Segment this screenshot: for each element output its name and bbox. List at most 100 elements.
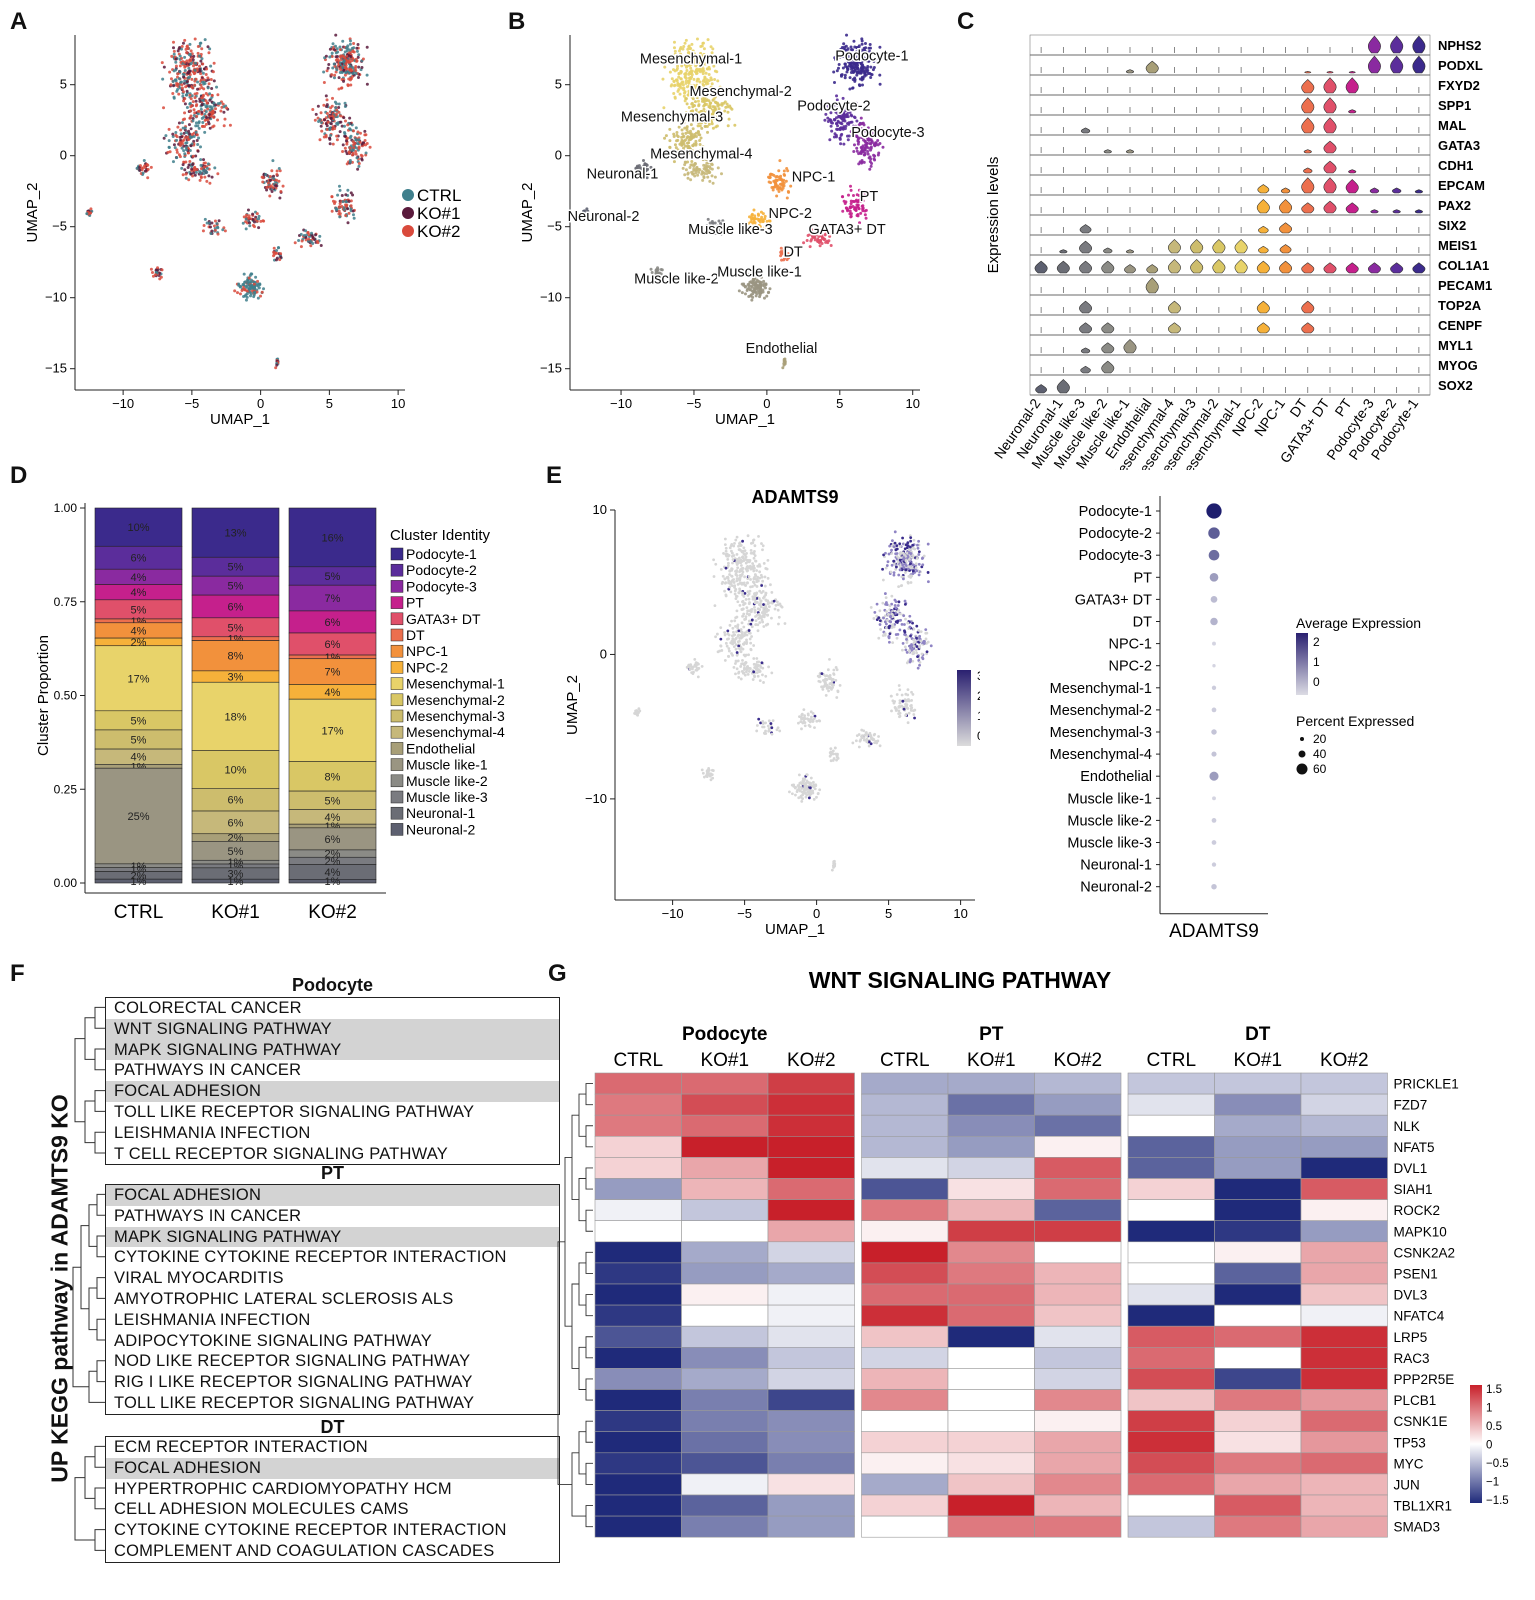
cell-point [872,66,876,70]
cell-point [687,89,691,93]
cell-point [788,790,791,794]
cell-point [188,160,192,164]
cell-point [751,567,755,570]
cell-point [272,174,276,178]
violin-shape [1412,35,1426,54]
cell-point [749,542,753,545]
cell-point [352,216,356,220]
cell-point [890,612,894,616]
cell-point [277,166,281,170]
cell-point [88,211,92,215]
legend-label: PT [406,595,424,611]
cell-point [711,776,715,780]
cell-point [868,55,872,59]
cell-point [714,635,717,639]
cell-point [324,54,328,58]
cell-point [187,163,191,167]
cell-point [221,102,225,106]
panel-label-b: B [508,8,526,35]
cell-point [357,162,361,166]
cell-point [175,138,179,142]
cell-point [204,99,208,103]
cell-point [772,185,776,189]
cell-point [335,54,339,58]
cell-point [248,290,252,294]
legend-label: Mesenchymal-4 [406,724,505,740]
cell-point [724,566,728,570]
cell-point [753,214,757,218]
cell-point [663,65,667,69]
cell-point [250,272,254,276]
cell-point [734,587,738,591]
cell-point [188,109,192,113]
cell-point [917,640,920,644]
cell-point [741,566,745,570]
cell-point [335,57,339,61]
cell-point [183,97,187,101]
bar-category-label: KO#2 [308,902,357,923]
violin-shape [1123,338,1137,354]
cell-point [741,607,745,611]
cell-point [761,620,765,624]
cell-point [171,84,175,88]
cell-point [672,40,676,44]
cell-point [751,562,755,565]
cell-point [811,789,815,793]
cell-point [197,126,201,130]
cell-point [762,561,766,565]
cell-point [199,175,203,179]
cell-point [750,227,754,231]
cell-point [834,116,838,120]
cell-point [337,87,341,91]
cell-point [306,230,310,234]
cell-point [199,59,203,63]
cell-point [183,102,187,106]
cell-point [820,235,824,239]
cell-point [167,127,171,131]
cell-point [762,725,766,729]
cell-point [754,623,758,626]
cluster-label-mesenchymal-1: Mesenchymal-1 [640,51,742,67]
cell-point [783,256,787,260]
cell-point [708,179,712,183]
cell-point [257,226,261,230]
cell-point [829,111,833,115]
cell-point [770,726,774,730]
cell-point [702,83,706,87]
cell-point [697,170,701,174]
cell-point [341,200,345,204]
cell-point [740,555,744,559]
bar-segment [191,750,280,789]
cell-point [831,677,835,681]
cell-point [863,209,867,213]
cell-point [748,589,752,593]
cell-point [183,168,187,172]
cell-point [747,597,751,601]
cell-point [735,615,739,619]
cell-point [197,120,201,124]
cell-point [752,581,756,585]
cell-point [696,662,699,665]
cell-point [344,62,348,66]
legend-label-ko1: KO#1 [417,204,460,223]
cell-point [746,566,750,569]
cell-point [337,184,341,188]
cell-point [731,637,735,641]
cell-point [702,107,706,111]
cell-point [356,75,360,79]
cell-point [781,366,785,370]
cell-point [801,797,804,800]
cell-point [711,112,715,116]
cell-point [904,633,907,637]
bar-segment-label: 5% [131,735,147,747]
cell-point [680,54,684,58]
cell-point [256,296,260,300]
cell-point [761,212,765,216]
cell-point [328,137,332,141]
cell-point [326,66,330,70]
cell-point [690,93,694,97]
cell-point [351,148,355,152]
cell-point [825,239,829,243]
cell-point [867,156,871,160]
cell-point [245,213,249,217]
